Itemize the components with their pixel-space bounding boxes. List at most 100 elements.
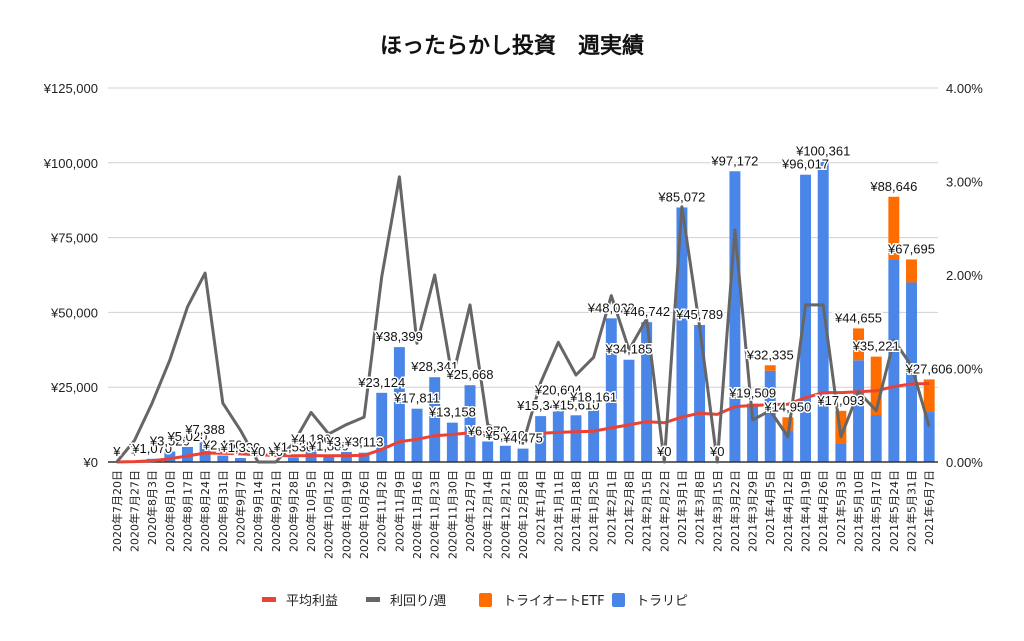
x-tick-label: 2020年12月14日 [481, 470, 495, 559]
bar-toraripi [623, 359, 635, 462]
x-tick-label: 2021年5月24日 [887, 470, 901, 552]
bar-toraripi [517, 448, 529, 462]
data-label: ¥46,742 [622, 304, 670, 319]
bar-toraripi [446, 422, 458, 462]
data-label: ¥13,158 [428, 405, 476, 420]
data-label: ¥45,789 [675, 307, 723, 322]
data-label: ¥0 [709, 444, 724, 459]
bar-toraripi [323, 456, 335, 462]
bar-toraripi [729, 171, 741, 462]
x-tick-label: 2020年10月26日 [357, 470, 371, 559]
data-label: ¥85,072 [657, 189, 705, 204]
x-tick-label: 2020年10月5日 [304, 470, 318, 552]
bar-triauto-etf [923, 379, 935, 413]
data-label: ¥14,950 [763, 399, 811, 414]
data-label: ¥27,606 [905, 361, 953, 376]
x-tick-label: 2021年5月17日 [869, 470, 883, 552]
x-tick-label: 2021年3月22日 [728, 470, 742, 552]
y-tick-label: ¥75,000 [50, 231, 98, 246]
x-tick-label: 2020年10月12日 [322, 470, 336, 559]
legend-average-profit-swatch [262, 597, 276, 602]
x-tick-label: 2021年5月10日 [852, 470, 866, 552]
x-tick-label: 2021年3月15日 [710, 470, 724, 552]
x-tick-label: 2020年11月16日 [410, 470, 424, 559]
bar-toraripi [764, 370, 776, 462]
data-label: ¥1,070 [131, 441, 172, 456]
bar-toraripi [393, 347, 405, 462]
x-tick-label: 2020年11月9日 [392, 470, 406, 552]
data-label: ¥2,150 [202, 438, 243, 453]
legend-triauto-etf-label: トライオートETF [503, 594, 605, 609]
x-tick-label: 2021年4月19日 [799, 470, 813, 552]
data-label: ¥28,341 [410, 359, 458, 374]
legend-yield-weekly-label: 利回り/週 [390, 594, 446, 609]
x-tick-label: 2020年8月24日 [198, 470, 212, 552]
bar-toraripi [588, 407, 600, 462]
legend-triauto-etf-swatch [479, 593, 492, 607]
bar-toraripi [747, 403, 759, 462]
data-label: ¥5,020 [167, 429, 208, 444]
bar-triauto-etf [888, 196, 900, 260]
data-label: ¥3,520 [149, 433, 190, 448]
bar-toraripi [411, 408, 423, 462]
bar-triauto-etf [870, 356, 882, 416]
bar-toraripi [234, 458, 246, 462]
x-tick-label: 2020年7月20日 [110, 470, 124, 552]
bar-toraripi [499, 445, 511, 462]
bar-toraripi [641, 322, 653, 462]
bar-toraripi [535, 416, 547, 462]
x-tick-label: 2020年7月27日 [127, 470, 141, 552]
legend-average-profit-label: 平均利益 [286, 594, 338, 609]
data-label: ¥1,880 [308, 438, 349, 453]
data-label: ¥88,646 [869, 179, 917, 194]
x-tick-label: 2020年8月31日 [216, 470, 230, 552]
x-tick-label: 2021年2月22日 [657, 470, 671, 552]
bar-toraripi [358, 452, 370, 462]
data-label: ¥ [112, 444, 121, 459]
bar-triauto-etf [853, 328, 865, 361]
data-label: ¥23,124 [357, 375, 405, 390]
x-tick-label: 2020年12月7日 [463, 470, 477, 552]
y2-tick-label: 0.00% [946, 455, 983, 470]
x-tick-label: 2021年2月15日 [640, 470, 654, 552]
bar-toraripi [570, 415, 582, 462]
data-label: ¥100,361 [795, 144, 850, 159]
bar-triauto-etf [764, 365, 776, 371]
line-yield-weekly [115, 175, 931, 464]
x-tick-label: 2021年3月8日 [693, 470, 707, 545]
bar-toraripi [870, 415, 882, 462]
bar-toraripi [923, 412, 935, 462]
y-tick-label: ¥0 [83, 455, 98, 470]
bar-toraripi [376, 392, 388, 462]
bar-toraripi [853, 360, 865, 462]
data-label: ¥15,610 [551, 397, 599, 412]
x-tick-label: 2020年9月14日 [251, 470, 265, 552]
x-tick-label: 2021年4月26日 [816, 470, 830, 552]
data-label: ¥34,185 [604, 342, 652, 357]
x-tick-label: 2020年9月7日 [233, 470, 247, 545]
bar-toraripi [800, 174, 812, 462]
y2-tick-label: 3.00% [946, 175, 983, 190]
x-tick-label: 2020年11月30日 [445, 470, 459, 559]
legend-yield-weekly-swatch [366, 597, 380, 602]
data-label: ¥20,604 [534, 382, 582, 397]
legend-toraripi-swatch [612, 593, 625, 607]
data-label: ¥32,335 [746, 347, 794, 362]
data-label: ¥7,388 [184, 422, 225, 437]
x-tick-label: 2020年10月19日 [339, 470, 353, 559]
y-tick-label: ¥25,000 [50, 380, 98, 395]
x-tick-label: 2021年5月3日 [834, 470, 848, 545]
chart-title: ほったらかし投資 週実績 [379, 34, 644, 59]
data-label: ¥0 [250, 444, 265, 459]
data-label: ¥1,330 [220, 440, 261, 455]
data-label: ¥97,172 [710, 153, 758, 168]
x-tick-label: 2021年4月5日 [763, 470, 777, 545]
data-label: ¥4,180 [290, 431, 331, 446]
x-tick-label: 2021年2月8日 [622, 470, 636, 545]
data-label: ¥4,475 [502, 431, 543, 446]
x-tick-label: 2021年5月31日 [905, 470, 919, 552]
x-tick-label: 2020年12月21日 [498, 470, 512, 559]
bar-toraripi [782, 430, 794, 462]
data-label: ¥ [130, 444, 139, 459]
